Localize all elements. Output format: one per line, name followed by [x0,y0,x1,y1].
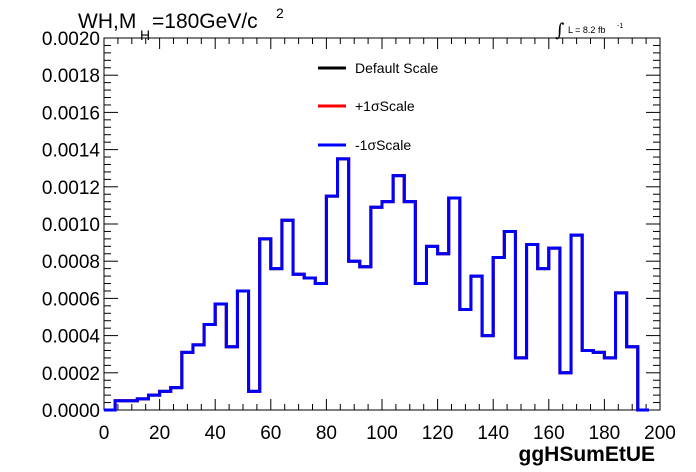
x-axis: 0 20 40 60 80 100 120 140 160 180 200 [99,38,676,444]
chart-title-superscript: 2 [276,5,284,21]
y-tick-label: 0.0014 [42,141,101,162]
y-axis: 0.0000 0.0002 0.0004 0.0006 0.0008 0.0010 0.00… [42,29,660,422]
legend-entry-label: -1σScale [355,137,411,153]
lumi-label: L = 8.2 fb [568,25,605,35]
y-tick-label: 0.0010 [42,215,100,236]
x-tick-label: 20 [149,423,170,444]
x-tick-label: 40 [205,423,226,444]
x-tick-label: 140 [477,423,509,444]
x-tick-label: 60 [260,423,281,444]
chart-title-rest: =180GeV/c [152,10,258,33]
series-line [104,157,649,412]
y-tick-label: 0.0006 [42,289,100,310]
x-tick-label: 0 [99,423,110,444]
x-tick-label: 160 [533,423,565,444]
y-tick-label: 0.0002 [42,364,100,385]
x-axis-label: ggHSumEtUE [519,443,656,466]
x-tick-label: 100 [366,423,398,444]
x-tick-label: 200 [644,423,676,444]
y-tick-label: 0.0016 [42,103,100,124]
x-tick-label: 80 [316,423,337,444]
x-tick-label: 180 [589,423,621,444]
lumi-integral-symbol: ∫ [555,20,565,41]
y-tick-label: 0.0018 [42,66,100,87]
y-tick-label: 0.0020 [42,29,100,50]
legend-entry-label: Default Scale [355,60,438,76]
y-tick-label: 0.0004 [42,327,101,348]
series-layer [104,157,649,412]
plot-frame [103,37,661,411]
chart-title-main: WH,M [78,10,136,33]
legend-entry-label: +1σScale [355,98,415,114]
legend: Default Scale +1σScale -1σScale [318,60,438,153]
lumi-superscript: -1 [617,23,623,30]
x-tick-label: 120 [422,423,454,444]
y-tick-label: 0.0008 [42,252,100,273]
y-tick-label: 0.0000 [42,401,100,422]
y-tick-label: 0.0012 [42,178,100,199]
chart-title-subscript: H [140,27,150,43]
